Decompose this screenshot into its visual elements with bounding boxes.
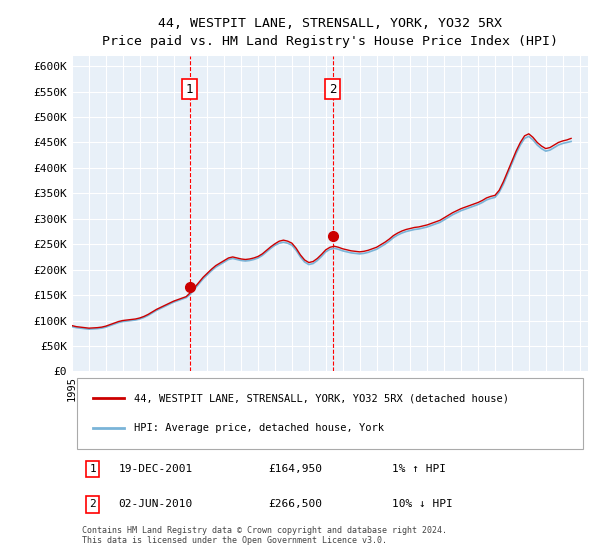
Text: 02-JUN-2010: 02-JUN-2010 [118, 500, 193, 510]
Text: 1: 1 [89, 464, 96, 474]
FancyBboxPatch shape [77, 379, 583, 450]
Text: 1: 1 [186, 82, 193, 96]
Text: £164,950: £164,950 [268, 464, 322, 474]
Text: 1% ↑ HPI: 1% ↑ HPI [392, 464, 446, 474]
Text: £266,500: £266,500 [268, 500, 322, 510]
Text: HPI: Average price, detached house, York: HPI: Average price, detached house, York [134, 423, 384, 433]
Text: 19-DEC-2001: 19-DEC-2001 [118, 464, 193, 474]
Text: 44, WESTPIT LANE, STRENSALL, YORK, YO32 5RX (detached house): 44, WESTPIT LANE, STRENSALL, YORK, YO32 … [134, 393, 509, 403]
Text: 2: 2 [89, 500, 96, 510]
Title: 44, WESTPIT LANE, STRENSALL, YORK, YO32 5RX
Price paid vs. HM Land Registry's Ho: 44, WESTPIT LANE, STRENSALL, YORK, YO32 … [102, 17, 558, 48]
Text: 10% ↓ HPI: 10% ↓ HPI [392, 500, 452, 510]
Text: 2: 2 [329, 82, 337, 96]
Text: Contains HM Land Registry data © Crown copyright and database right 2024.
This d: Contains HM Land Registry data © Crown c… [82, 526, 448, 545]
